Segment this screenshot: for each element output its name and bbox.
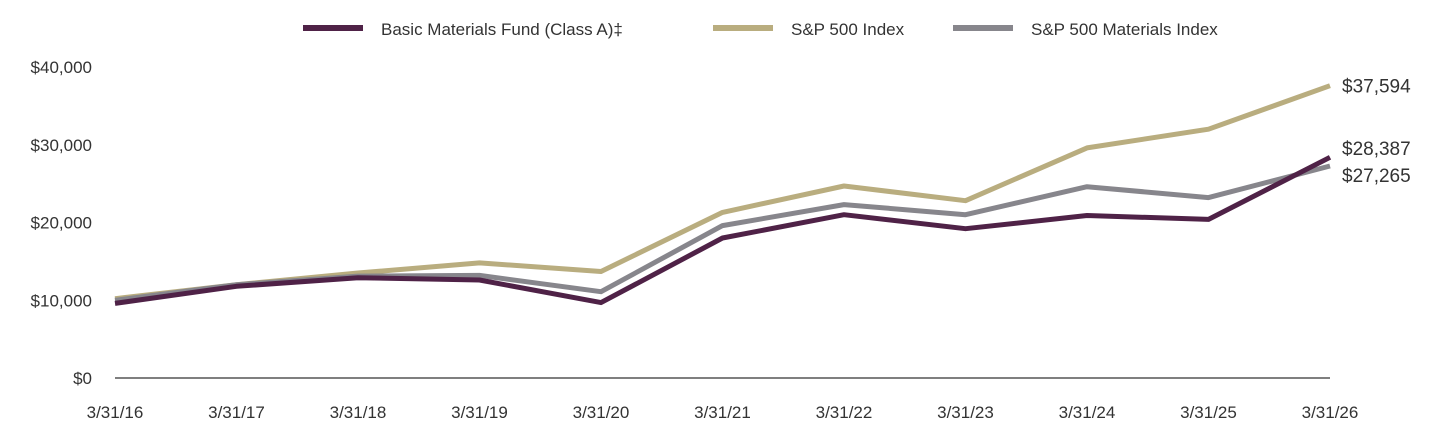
- legend-label: S&P 500 Index: [791, 20, 905, 39]
- y-tick-label: $30,000: [31, 136, 92, 155]
- x-axis: 3/31/16 3/31/17 3/31/18 3/31/19 3/31/20 3/31/…: [87, 377, 1359, 422]
- x-tick-label: 3/31/16: [87, 403, 144, 422]
- x-tick-label: 3/31/19: [451, 403, 508, 422]
- legend-label: S&P 500 Materials Index: [1031, 20, 1218, 39]
- x-tick-label: 3/31/20: [573, 403, 630, 422]
- y-tick-label: $10,000: [31, 291, 92, 310]
- series-line: [114, 155, 1332, 306]
- legend: Basic Materials Fund (Class A)‡ S&P 500 I…: [303, 20, 1218, 39]
- legend-item: Basic Materials Fund (Class A)‡: [303, 20, 623, 39]
- x-tick-label: 3/31/18: [330, 403, 387, 422]
- x-tick-label: 3/31/23: [937, 403, 994, 422]
- x-tick-label: 3/31/25: [1180, 403, 1237, 422]
- y-tick-label: $40,000: [31, 58, 92, 77]
- end-value-label: $37,594: [1342, 77, 1411, 98]
- end-value-label: $27,265: [1342, 166, 1411, 187]
- series-layer: [114, 83, 1332, 306]
- x-tick-label: 3/31/26: [1302, 403, 1359, 422]
- y-tick-label: $0: [73, 369, 92, 388]
- y-axis: $0 $10,000 $20,000 $30,000 $40,000: [31, 58, 92, 388]
- legend-label: Basic Materials Fund (Class A)‡: [381, 20, 623, 39]
- legend-item: S&P 500 Materials Index: [953, 20, 1218, 39]
- x-tick-label: 3/31/24: [1059, 403, 1116, 422]
- end-labels: $37,594 $28,387 $27,265: [1342, 77, 1411, 187]
- end-value-label: $28,387: [1342, 139, 1411, 160]
- x-tick-label: 3/31/21: [694, 403, 751, 422]
- legend-item: S&P 500 Index: [713, 20, 905, 39]
- y-tick-label: $20,000: [31, 214, 92, 233]
- x-tick-label: 3/31/17: [208, 403, 265, 422]
- x-tick-label: 3/31/22: [816, 403, 873, 422]
